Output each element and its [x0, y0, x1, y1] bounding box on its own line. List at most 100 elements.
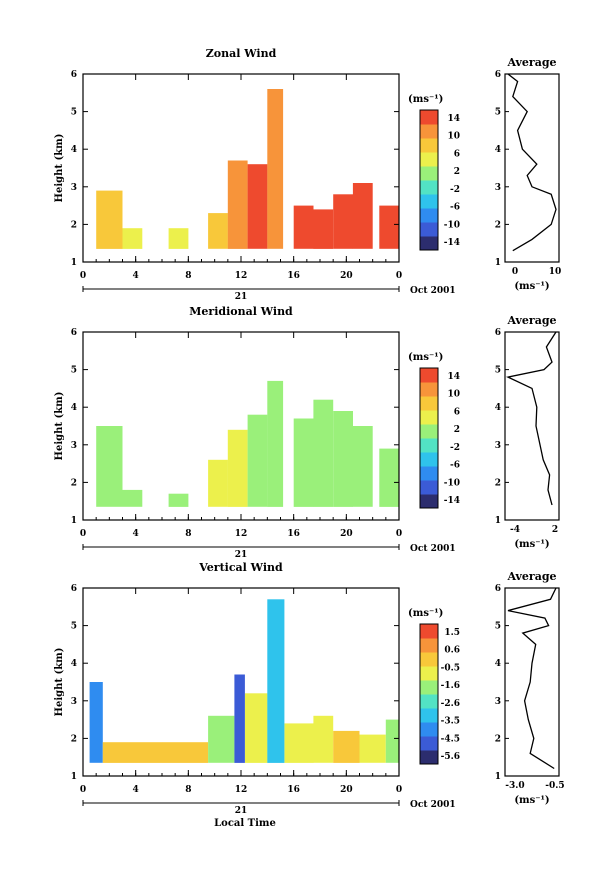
heatmap-cell [385, 719, 399, 763]
average-x-label: (ms⁻¹) [514, 281, 549, 292]
heatmap-cell [313, 399, 334, 507]
colorbar-tick-label: -10 [444, 478, 460, 488]
x-tick-label: 0 [396, 271, 402, 281]
y-tick-label: 5 [71, 108, 77, 118]
x-tick-label: 0 [80, 529, 86, 539]
colorbar-segment [420, 368, 438, 383]
average-frame [504, 331, 560, 521]
average-y-tick-label: 3 [495, 183, 501, 193]
heatmap-cell [267, 89, 284, 249]
month-label: Oct 2001 [410, 800, 456, 810]
colorbar-tick-label: 2 [454, 167, 460, 177]
colorbar-segment [420, 680, 438, 695]
colorbar-segment [420, 222, 438, 237]
average-line [507, 587, 557, 770]
y-tick-label: 3 [71, 183, 77, 193]
colorbar-segment [420, 452, 438, 467]
average-x-label: (ms⁻¹) [514, 539, 549, 550]
average-y-tick-label: 3 [495, 441, 501, 451]
average-x-tick-label: -0.5 [545, 781, 564, 791]
heatmap-cell [267, 380, 284, 507]
colorbar-segment [420, 494, 438, 509]
heatmap-cell [293, 418, 314, 507]
x-tick-label: 16 [287, 785, 300, 795]
colorbar-tick-label: -2 [450, 443, 460, 453]
colorbar-tick-label: -3.5 [441, 717, 460, 727]
colorbar-tick-label: -1.6 [441, 681, 460, 691]
x-tick-label: 0 [80, 271, 86, 281]
y-tick-label: 3 [71, 697, 77, 707]
panel-title: Meridional Wind [189, 305, 293, 318]
average-x-tick-label: 0 [512, 267, 518, 277]
x-tick-label: 8 [185, 271, 191, 281]
average-y-tick-label: 2 [495, 478, 501, 488]
heatmap-cell [96, 426, 123, 507]
y-tick-label: 4 [71, 659, 77, 669]
colorbar-tick-label: 10 [447, 390, 460, 400]
y-tick-label: 6 [71, 70, 77, 80]
average-title: Average [506, 314, 556, 327]
x-tick-label: 4 [133, 785, 139, 795]
colorbar-segment [420, 410, 438, 425]
colorbar-segment [420, 708, 438, 723]
y-tick-label: 4 [71, 403, 77, 413]
heatmap-cell [102, 742, 163, 763]
colorbar-tick-label: 14 [447, 114, 460, 124]
x-tick-label: 16 [287, 529, 300, 539]
average-y-tick-label: 2 [495, 220, 501, 230]
average-title: Average [506, 56, 556, 69]
x-axis-label: Local Time [214, 818, 276, 829]
heatmap-cell [333, 730, 360, 763]
y-tick-label: 3 [71, 441, 77, 451]
panel-title: Vertical Wind [198, 561, 283, 574]
colorbar-segment [420, 152, 438, 167]
colorbar-segment [420, 624, 438, 639]
y-axis-label: Height (km) [54, 134, 65, 203]
heatmap-cell [234, 674, 245, 763]
heatmap-cell [168, 493, 189, 507]
average-x-tick-label: -3.0 [505, 781, 524, 791]
month-label: Oct 2001 [410, 544, 456, 554]
colorbar-tick-label: 6 [454, 407, 460, 417]
month-label: Oct 2001 [410, 286, 456, 296]
x-tick-label: 16 [287, 271, 300, 281]
colorbar-tick-label: 14 [447, 372, 460, 382]
average-y-tick-label: 6 [495, 328, 501, 338]
x-tick-label: 4 [133, 271, 139, 281]
x-tick-label: 0 [396, 529, 402, 539]
y-tick-label: 4 [71, 145, 77, 155]
y-tick-label: 5 [71, 622, 77, 632]
heatmap-cell [379, 205, 400, 249]
colorbar-segment [420, 138, 438, 153]
panel-title: Zonal Wind [206, 47, 277, 60]
y-tick-label: 1 [71, 258, 77, 268]
heatmap-cell [162, 742, 209, 763]
colorbar-segment [420, 466, 438, 481]
x-tick-label: 20 [340, 529, 353, 539]
colorbar-unit: (ms⁻¹) [408, 94, 443, 105]
average-x-tick-label: 10 [549, 267, 562, 277]
colorbar-tick-label: 0.6 [444, 646, 460, 656]
average-frame [504, 73, 560, 263]
heatmap-cell [333, 194, 353, 249]
colorbar-tick-label: -10 [444, 220, 460, 230]
y-tick-label: 5 [71, 366, 77, 376]
colorbar-segment [420, 666, 438, 681]
colorbar-tick-label: -2 [450, 185, 460, 195]
x-tick-label: 8 [185, 785, 191, 795]
average-y-tick-label: 1 [495, 772, 501, 782]
x-tick-label: 8 [185, 529, 191, 539]
average-y-tick-label: 5 [495, 108, 501, 118]
heatmap-cell [293, 205, 314, 249]
x-tick-label: 20 [340, 271, 353, 281]
colorbar-segment [420, 382, 438, 397]
colorbar-frame [419, 367, 439, 509]
average-y-tick-label: 3 [495, 697, 501, 707]
colorbar-segment [420, 652, 438, 667]
average-y-tick-label: 1 [495, 516, 501, 526]
heatmap-cell [168, 228, 189, 249]
heatmap-cell [284, 723, 314, 763]
x-tick-label: 20 [340, 785, 353, 795]
colorbar-unit: (ms⁻¹) [408, 352, 443, 363]
